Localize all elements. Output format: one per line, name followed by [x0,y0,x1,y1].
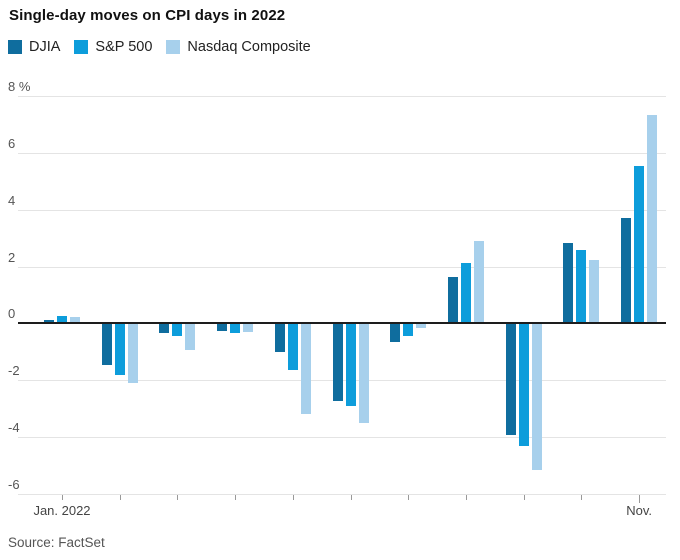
bar-nasdaq-composite-7 [474,241,484,324]
legend-label: Nasdaq Composite [187,39,311,55]
gridline [18,96,666,97]
y-axis-label: -6 [8,477,20,492]
bar-nasdaq-composite-5 [358,323,369,424]
bar-nasdaq-composite-9 [589,260,600,324]
x-tick [292,495,294,500]
bar-djia-7 [448,277,458,324]
legend-swatch-icon [8,40,22,54]
y-axis-label: 4 [8,192,16,208]
bar-s-p-500-2 [172,323,183,336]
bar-s-p-500-0 [57,315,67,324]
bar-s-p-500-3 [230,323,241,334]
y-axis-label: 0 [8,306,16,322]
bar-nasdaq-composite-2 [185,323,196,351]
bar-nasdaq-composite-0 [70,316,80,324]
bar-nasdaq-composite-4 [300,323,311,414]
bar-djia-10 [621,218,632,324]
bar-nasdaq-composite-6 [416,323,427,328]
legend-swatch-icon [166,40,181,54]
bar-s-p-500-8 [518,323,529,447]
legend-item-2: Nasdaq Composite [166,39,311,55]
y-axis-label: -4 [8,420,20,436]
x-tick [523,495,525,500]
legend-swatch-icon [74,40,89,54]
bar-djia-0 [44,320,54,324]
bar-nasdaq-composite-1 [127,323,138,384]
bar-djia-3 [217,323,228,331]
bar-nasdaq-composite-8 [531,323,542,471]
x-tick [235,495,237,500]
bar-s-p-500-4 [287,323,298,371]
bar-s-p-500-9 [576,249,587,324]
bar-djia-8 [505,323,516,436]
legend-label: DJIA [29,39,61,55]
legend-item-0: DJIA [8,39,60,55]
legend-label: S&P 500 [95,39,153,55]
x-tick [466,495,467,500]
source-note: Source: FactSet [8,535,105,550]
gridline [18,494,666,495]
bar-djia-5 [332,323,343,401]
bar-s-p-500-7 [461,262,471,324]
x-axis-label: Nov. [626,503,652,518]
bar-djia-4 [274,323,285,353]
gridline [18,266,666,268]
bar-nasdaq-composite-3 [243,323,254,332]
bar-s-p-500-6 [403,323,414,337]
y-axis-label: 8 % [8,79,31,94]
bar-s-p-500-5 [345,323,356,407]
bar-s-p-500-1 [114,323,125,375]
x-tick [581,495,583,500]
bar-djia-1 [101,323,112,366]
x-tick [639,495,641,503]
y-axis-label: -2 [8,363,20,379]
chart-title: Single-day moves on CPI days in 2022 [9,7,286,24]
gridline [18,209,666,211]
bar-djia-2 [159,323,170,334]
bar-s-p-500-10 [634,165,645,324]
bar-djia-6 [390,323,401,343]
legend: DJIA S&P 500 Nasdaq Composite [8,39,311,55]
zero-baseline [18,322,666,325]
y-axis-label: 6 [8,135,16,151]
gridline [18,152,666,154]
bar-djia-9 [563,243,574,324]
bar-nasdaq-composite-10 [647,114,658,324]
x-tick [62,495,63,500]
legend-item-1: S&P 500 [74,39,152,55]
y-axis-label: 2 [8,249,16,265]
x-axis-label: Jan. 2022 [33,503,91,518]
x-tick [119,495,121,500]
x-tick [350,495,352,500]
x-tick [408,495,410,500]
x-tick [177,495,179,500]
gridline [18,437,666,439]
